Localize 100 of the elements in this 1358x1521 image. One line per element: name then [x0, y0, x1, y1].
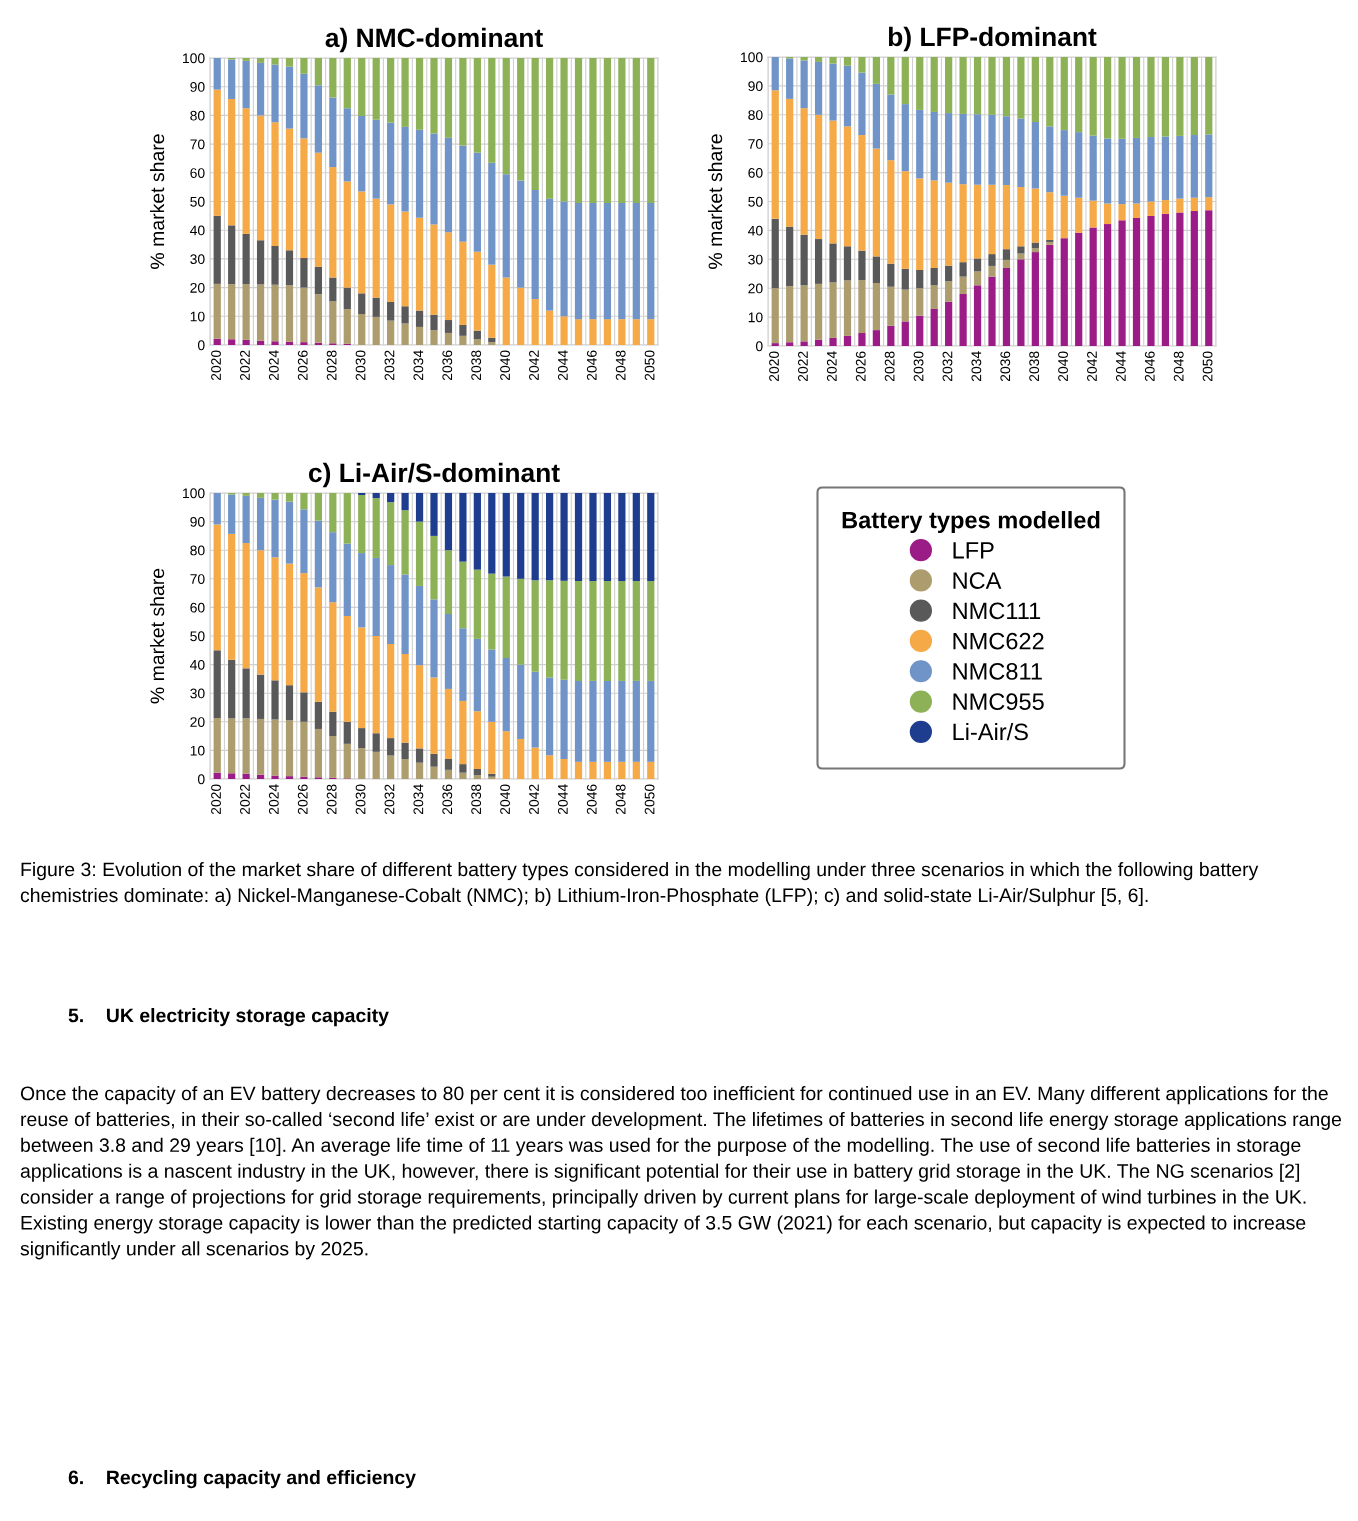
bar	[372, 636, 380, 734]
bar	[401, 654, 409, 743]
x-tick-label: 2050	[644, 784, 655, 815]
legend-label: LFP	[953, 542, 994, 559]
bar	[959, 113, 967, 185]
bar	[546, 58, 554, 199]
bar	[213, 493, 221, 525]
bar	[1147, 57, 1155, 138]
bar	[843, 280, 852, 336]
bar	[444, 493, 453, 551]
bar	[228, 659, 236, 719]
bar	[387, 493, 395, 503]
bar	[300, 776, 308, 779]
bar	[771, 343, 779, 346]
bar	[589, 761, 597, 779]
bar	[488, 493, 496, 574]
bar	[1118, 57, 1126, 139]
bar	[271, 58, 279, 65]
bar	[632, 493, 640, 582]
bar	[574, 202, 583, 320]
x-tick-label: 2048	[615, 350, 626, 381]
y-tick-label: 0	[197, 340, 205, 351]
bar	[1089, 227, 1097, 346]
bar	[916, 269, 924, 289]
bar	[603, 680, 612, 762]
bar	[242, 339, 250, 345]
bar	[786, 286, 794, 343]
bar	[945, 113, 953, 183]
bar	[473, 768, 481, 776]
bar	[256, 62, 265, 116]
bar	[771, 90, 779, 219]
bar	[901, 57, 909, 105]
bar	[343, 543, 351, 616]
bar	[1205, 57, 1213, 135]
bar	[271, 499, 279, 558]
bar	[444, 550, 453, 614]
y-tick-label: 60	[190, 168, 205, 178]
bar	[228, 59, 236, 100]
bar	[603, 761, 612, 779]
bar	[1161, 200, 1170, 214]
bar	[843, 335, 852, 346]
y-tick-label: 20	[190, 717, 205, 727]
y-tick-label: 70	[190, 574, 205, 584]
x-tick-label: 2020	[211, 350, 221, 381]
bar	[531, 580, 539, 672]
bar	[329, 493, 337, 533]
bar	[415, 129, 424, 218]
x-tick-label: 2032	[384, 350, 395, 381]
bar	[314, 587, 322, 702]
bar	[1002, 185, 1011, 250]
bar	[387, 755, 395, 779]
bar	[1031, 248, 1039, 253]
bar	[843, 246, 852, 281]
bar	[430, 753, 438, 767]
bar	[959, 184, 967, 263]
y-tick-label: 100	[183, 53, 205, 64]
bar	[560, 58, 568, 202]
bar	[502, 277, 510, 345]
bar	[1075, 197, 1083, 233]
bar	[430, 314, 438, 331]
y-tick-label: 100	[183, 488, 205, 499]
bar	[1075, 57, 1083, 133]
x-tick-label: 2044	[557, 350, 568, 381]
x-tick-label: 2042	[529, 784, 539, 815]
bar	[343, 181, 351, 288]
x-tick-label: 2034	[413, 784, 424, 815]
y-tick-label: 30	[748, 254, 763, 265]
x-tick-label: 2034	[413, 350, 424, 381]
bar	[285, 58, 294, 67]
bar	[358, 115, 366, 192]
y-tick-label: 20	[190, 282, 205, 293]
y-axis-title: % market share	[707, 134, 723, 269]
bar	[329, 167, 337, 278]
bar	[959, 262, 967, 277]
bar	[285, 776, 294, 779]
bar	[285, 501, 294, 564]
bar	[858, 250, 866, 281]
bar	[800, 341, 808, 346]
bar	[372, 493, 380, 499]
x-tick-label: 2026	[855, 351, 866, 382]
bar	[300, 509, 308, 574]
x-tick-label: 2046	[1144, 351, 1155, 382]
y-tick-label: 90	[748, 81, 763, 92]
bar	[858, 135, 866, 251]
bar	[473, 330, 481, 340]
bar	[358, 728, 366, 749]
bar	[300, 342, 308, 345]
bar	[916, 178, 924, 270]
bar	[285, 720, 294, 777]
bar	[430, 766, 438, 779]
x-tick-label: 2022	[798, 351, 808, 382]
bar	[930, 267, 938, 286]
y-tick-label: 30	[190, 254, 205, 265]
y-tick-label: 100	[741, 52, 763, 63]
bar	[901, 321, 909, 346]
x-tick-label: 2044	[557, 784, 568, 815]
bar	[502, 731, 510, 779]
bar	[285, 128, 294, 251]
bar	[887, 325, 895, 346]
bar	[603, 581, 612, 681]
